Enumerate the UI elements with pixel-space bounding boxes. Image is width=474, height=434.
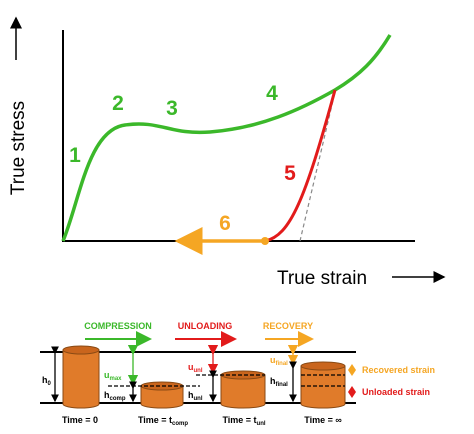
schematic: COMPRESSION UNLOADING RECOVERY h0 umax h… xyxy=(40,321,435,427)
unloading-curve xyxy=(264,89,337,243)
time-label: Time = tunl xyxy=(222,415,265,427)
cylinder xyxy=(220,374,266,409)
stress-strain-plot: True stress True strain 1 2 3 4 5 6 xyxy=(8,16,446,289)
h0-label: h0 xyxy=(42,375,52,387)
loading-curve xyxy=(61,34,392,242)
cylinder-top xyxy=(300,361,346,371)
legend-label: Unloaded strain xyxy=(362,387,430,397)
cylinder xyxy=(300,365,346,409)
legend-marker xyxy=(348,386,356,398)
cylinder-top xyxy=(62,345,100,355)
stage-label: 1 xyxy=(69,144,81,167)
cylinder xyxy=(140,385,184,409)
stage-label: 4 xyxy=(266,82,278,105)
stage-label: 5 xyxy=(284,162,296,185)
hcomp-label: hcomp xyxy=(104,390,126,402)
stage-label: 2 xyxy=(112,92,124,115)
elastic-line xyxy=(299,91,336,242)
phase-label: UNLOADING xyxy=(178,321,233,331)
recovery-point xyxy=(261,237,269,245)
x-label: True strain xyxy=(277,268,367,289)
y-label: True stress xyxy=(8,101,29,195)
stage-label: 6 xyxy=(219,212,231,235)
time-label: Time = tcomp xyxy=(138,415,188,427)
legend-label: Recovered strain xyxy=(362,365,435,375)
hunl-label: hunl xyxy=(188,390,203,402)
time-label: Time = 0 xyxy=(62,415,98,425)
stage-label: 3 xyxy=(166,97,178,120)
uunl-label: uunl xyxy=(188,362,203,374)
phase-label: RECOVERY xyxy=(263,321,313,331)
hfinal-label: hfinal xyxy=(270,376,288,388)
phase-label: COMPRESSION xyxy=(84,321,152,331)
umax-label: umax xyxy=(104,370,122,382)
cylinder xyxy=(62,349,100,409)
time-label: Time = ∞ xyxy=(304,415,342,425)
legend-marker xyxy=(348,364,356,376)
ufinal-label: ufinal xyxy=(270,355,288,367)
